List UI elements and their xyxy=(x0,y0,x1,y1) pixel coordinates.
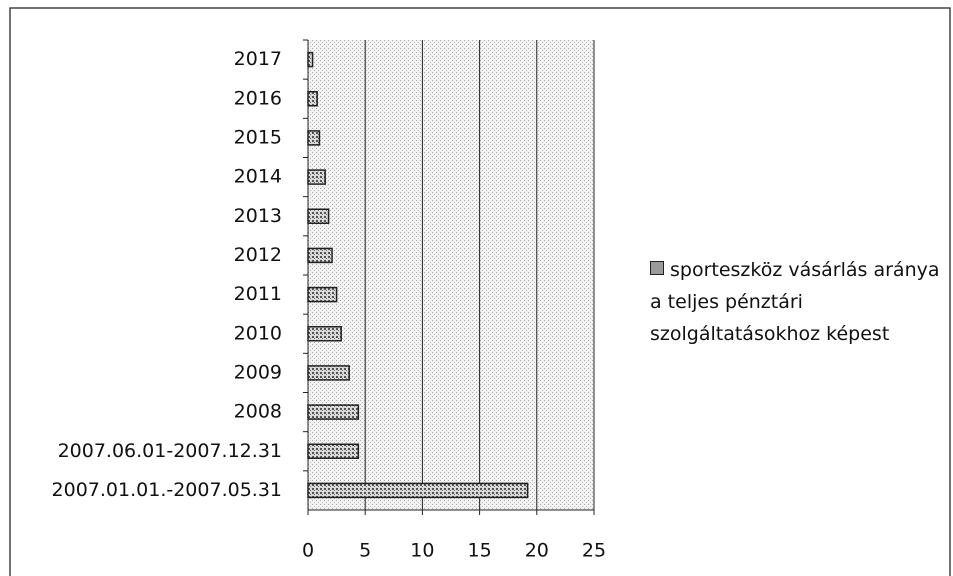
legend-label: sporteszköz vásárlás aránya a teljes pén… xyxy=(650,259,940,345)
x-tick-label: 0 xyxy=(302,540,314,562)
bar xyxy=(307,443,360,459)
chart-border xyxy=(9,7,951,576)
y-tick-label: 2011 xyxy=(234,283,282,305)
bar xyxy=(307,51,314,68)
bar xyxy=(307,247,333,264)
bar xyxy=(307,286,338,303)
y-tick-label: 2009 xyxy=(234,361,282,383)
bar xyxy=(307,365,350,381)
y-tick-label: 2013 xyxy=(234,205,282,227)
y-tick-label: 2007.01.01.-2007.05.31 xyxy=(52,479,282,501)
legend-key xyxy=(650,261,664,275)
x-tick-label: 10 xyxy=(410,540,434,562)
bar xyxy=(307,91,318,107)
bar xyxy=(307,482,529,499)
bar xyxy=(307,326,342,342)
bar xyxy=(307,169,326,185)
bar xyxy=(307,404,360,420)
bar xyxy=(307,130,321,146)
plot-area xyxy=(308,40,594,510)
y-tick-label: 2016 xyxy=(234,87,282,109)
y-tick-label: 2012 xyxy=(234,244,282,266)
y-tick-label: 2014 xyxy=(234,166,282,188)
x-tick-label: 15 xyxy=(468,540,492,562)
x-tick-label: 25 xyxy=(582,540,606,562)
bar xyxy=(307,208,330,224)
y-tick-label: 2017 xyxy=(234,48,282,70)
legend: sporteszköz vásárlás aránya a teljes pén… xyxy=(650,254,950,350)
y-tick-label: 2008 xyxy=(234,401,282,423)
y-tick-label: 2015 xyxy=(234,126,282,148)
x-tick-label: 20 xyxy=(525,540,549,562)
y-tick-label: 2010 xyxy=(234,322,282,344)
x-tick-label: 5 xyxy=(359,540,371,562)
y-tick-label: 2007.06.01-2007.12.31 xyxy=(58,440,282,462)
